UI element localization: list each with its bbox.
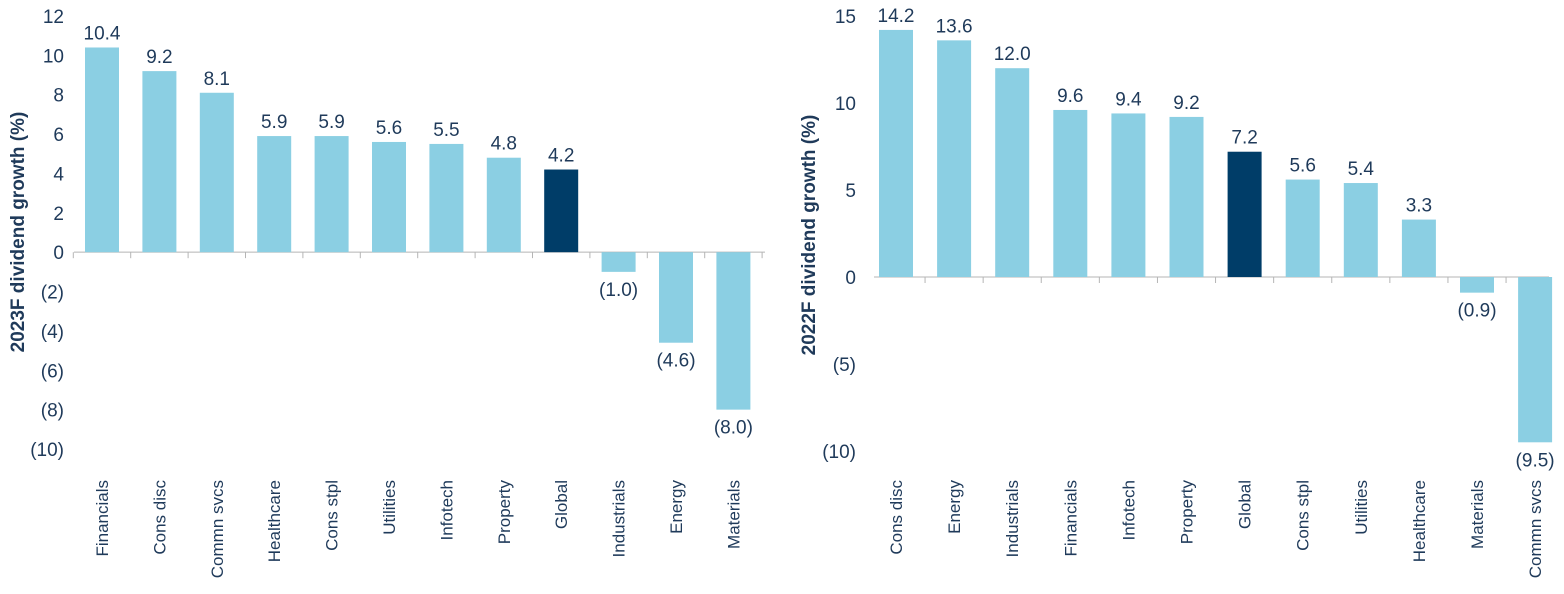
bar-healthcare bbox=[257, 136, 292, 253]
y-tick-label: (4) bbox=[41, 322, 64, 343]
y-tick-label: 8 bbox=[53, 86, 64, 107]
bar-global bbox=[1227, 151, 1262, 277]
category-label-healthcare: Healthcare bbox=[1410, 480, 1429, 562]
y-tick-label: (10) bbox=[30, 440, 64, 461]
data-label-infotech: 9.4 bbox=[1115, 89, 1142, 110]
bar-commn-svcs bbox=[1518, 277, 1553, 443]
bar-cons-disc bbox=[879, 29, 913, 278]
y-tick-label: 0 bbox=[845, 268, 856, 289]
bar-healthcare bbox=[1401, 219, 1436, 277]
y-tick-label: 6 bbox=[53, 125, 64, 146]
category-label-cons-disc: Cons disc bbox=[887, 480, 906, 555]
category-label-property: Property bbox=[495, 480, 514, 545]
category-label-financials: Financials bbox=[1061, 480, 1080, 557]
data-label-commn-svcs: 8.1 bbox=[204, 69, 230, 90]
data-label-commn-svcs: (9.5) bbox=[1516, 450, 1555, 471]
category-label-industrials: Industrials bbox=[610, 480, 629, 557]
bar-materials bbox=[1460, 277, 1494, 293]
bar-financials bbox=[1053, 109, 1088, 278]
data-label-cons-stpl: 5.9 bbox=[318, 112, 344, 133]
data-label-energy: 13.6 bbox=[936, 16, 973, 37]
category-label-industrials: Industrials bbox=[1003, 480, 1022, 557]
bar-financials bbox=[85, 47, 119, 253]
data-label-utilities: 5.6 bbox=[376, 118, 402, 139]
y-axis-title: 2023F dividend growth (%) bbox=[8, 112, 29, 353]
data-label-cons-disc: 14.2 bbox=[878, 6, 915, 27]
bar-commn-svcs bbox=[199, 92, 234, 253]
category-label-commn-svcs: Commn svcs bbox=[1526, 480, 1545, 578]
data-label-global: 4.2 bbox=[548, 146, 574, 167]
category-label-commn-svcs: Commn svcs bbox=[208, 480, 227, 578]
data-label-infotech: 5.5 bbox=[433, 120, 459, 141]
y-tick-label: 15 bbox=[835, 7, 856, 28]
y-tick-label: (2) bbox=[41, 283, 64, 304]
bar-utilities bbox=[1343, 183, 1378, 277]
y-tick-label: (5) bbox=[833, 355, 856, 376]
data-label-financials: 9.6 bbox=[1057, 86, 1083, 107]
category-label-materials: Materials bbox=[724, 480, 743, 549]
y-tick-label: 0 bbox=[53, 243, 64, 264]
data-label-property: 4.8 bbox=[491, 134, 517, 155]
y-tick-label: (8) bbox=[41, 401, 64, 422]
data-label-property: 9.2 bbox=[1173, 93, 1199, 114]
y-axis-title: 2022F dividend growth (%) bbox=[799, 115, 820, 356]
category-label-healthcare: Healthcare bbox=[265, 480, 284, 562]
data-label-healthcare: 5.9 bbox=[261, 112, 287, 133]
bar-energy bbox=[659, 252, 693, 343]
bar-property bbox=[1169, 116, 1204, 277]
bar-infotech bbox=[1111, 113, 1146, 277]
data-label-cons-disc: 9.2 bbox=[146, 47, 172, 68]
y-tick-label: 12 bbox=[43, 7, 64, 28]
category-label-infotech: Infotech bbox=[437, 480, 456, 541]
y-tick-label: 10 bbox=[43, 46, 64, 67]
chart-2022f-dividend-growth: 2022F dividend growth (%) 15 10 5 0 (5) (10) 14… bbox=[799, 6, 1555, 578]
category-label-utilities: Utilities bbox=[1352, 480, 1371, 535]
category-label-global: Global bbox=[1236, 480, 1255, 529]
bar-materials bbox=[716, 252, 751, 410]
category-label-cons-disc: Cons disc bbox=[150, 480, 169, 555]
y-tick-label: (6) bbox=[41, 361, 64, 382]
data-label-energy: (4.6) bbox=[656, 351, 695, 372]
category-label-cons-stpl: Cons stpl bbox=[1294, 480, 1313, 551]
bar-utilities bbox=[372, 141, 406, 253]
category-label-property: Property bbox=[1178, 480, 1197, 545]
category-label-cons-stpl: Cons stpl bbox=[323, 480, 342, 551]
y-tick-label: 4 bbox=[53, 164, 64, 185]
bar-cons-stpl bbox=[1285, 179, 1320, 277]
data-label-global: 7.2 bbox=[1231, 128, 1257, 149]
data-label-industrials: (1.0) bbox=[599, 280, 638, 301]
category-label-infotech: Infotech bbox=[1119, 480, 1138, 541]
bar-infotech bbox=[429, 143, 464, 253]
category-label-materials: Materials bbox=[1468, 480, 1487, 549]
data-label-utilities: 5.4 bbox=[1348, 159, 1375, 180]
data-label-cons-stpl: 5.6 bbox=[1289, 156, 1315, 177]
bar-industrials bbox=[995, 68, 1030, 277]
bar-global bbox=[544, 169, 579, 253]
bar-cons-disc bbox=[142, 71, 177, 253]
category-label-global: Global bbox=[552, 480, 571, 529]
data-label-industrials: 12.0 bbox=[994, 44, 1031, 65]
category-label-energy: Energy bbox=[945, 480, 964, 534]
y-tick-label: 5 bbox=[845, 181, 856, 202]
category-label-financials: Financials bbox=[93, 480, 112, 557]
data-label-healthcare: 3.3 bbox=[1406, 196, 1432, 217]
y-tick-label: 10 bbox=[835, 94, 856, 115]
y-tick-label: 2 bbox=[53, 204, 64, 225]
category-label-energy: Energy bbox=[667, 480, 686, 534]
chart-2023f-dividend-growth: 2023F dividend growth (%) 12 10 8 6 4 2 0 (2) (4)… bbox=[8, 7, 765, 578]
bar-industrials bbox=[601, 252, 636, 272]
bar-property bbox=[486, 157, 521, 253]
data-label-materials: (8.0) bbox=[714, 418, 753, 439]
data-label-materials: (0.9) bbox=[1457, 301, 1496, 322]
data-label-financials: 10.4 bbox=[84, 23, 121, 44]
bar-energy bbox=[937, 40, 972, 277]
bar-cons-stpl bbox=[314, 136, 349, 253]
y-tick-label: (10) bbox=[822, 442, 856, 463]
category-label-utilities: Utilities bbox=[380, 480, 399, 535]
